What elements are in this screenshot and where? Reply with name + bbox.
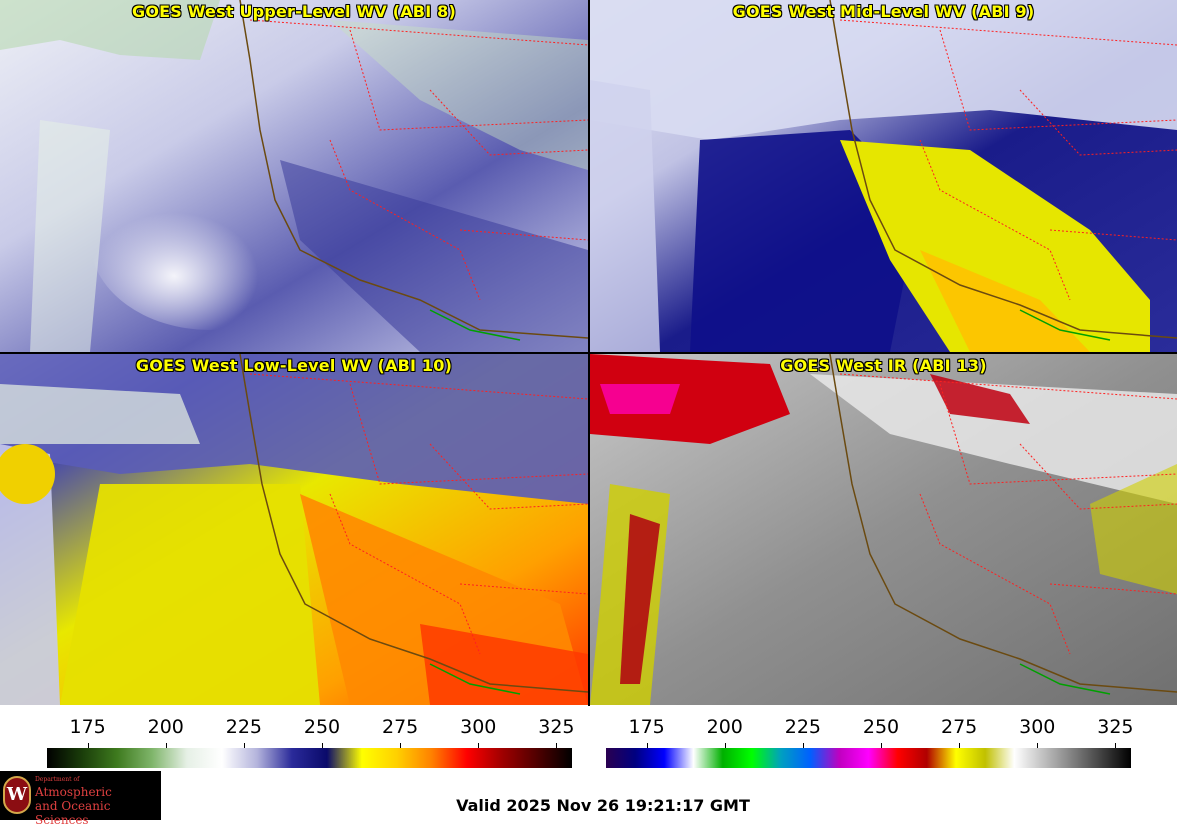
wv-tick-label: 200	[147, 716, 184, 738]
wv-tick-label: 175	[69, 716, 106, 738]
wv-tick-label: 325	[538, 716, 575, 738]
ir-tick-label: 175	[628, 716, 665, 738]
low-level-wv-title: GOES West Low-Level WV (ABI 10)	[135, 356, 453, 375]
wv-colorbar-gradient	[47, 748, 572, 768]
ir-tick-mark	[646, 743, 648, 748]
ir-tick-mark	[1115, 743, 1117, 748]
wv-tick-label: 275	[381, 716, 419, 738]
ir-title: GOES West IR (ABI 13)	[780, 356, 987, 375]
ir-colorbar-gradient	[606, 748, 1131, 768]
wv-tick-mark	[556, 743, 558, 748]
ir-tick-label: 200	[706, 716, 743, 738]
uw-seal-icon: W	[3, 776, 31, 814]
ir-tick-label: 300	[1019, 716, 1056, 738]
logo-line1: Atmospheric	[35, 785, 112, 799]
panel-divider-horizontal	[0, 352, 1177, 354]
ir-colorbar: 175 200 225 250 275 300 325	[606, 712, 1134, 772]
upper-level-wv-panel: GOES West Upper-Level WV (ABI 8)	[0, 0, 588, 352]
wv-tick-mark	[400, 743, 402, 748]
upper-level-wv-title: GOES West Upper-Level WV (ABI 8)	[132, 2, 456, 21]
upper-level-wv-image	[0, 0, 588, 352]
ir-image	[590, 354, 1177, 705]
ir-tick-label: 225	[784, 716, 821, 738]
wv-tick-label: 300	[460, 716, 497, 738]
low-level-wv-image	[0, 354, 588, 705]
wv-colorbar: 175 200 225 250 275 300 325	[47, 712, 575, 772]
wv-tick-mark	[243, 743, 245, 748]
wv-tick-label: 250	[303, 716, 341, 738]
ir-tick-label: 275	[940, 716, 978, 738]
ir-tick-label: 325	[1097, 716, 1134, 738]
wv-tick-label: 225	[225, 716, 262, 738]
ir-tick-mark	[959, 743, 961, 748]
mid-level-wv-title: GOES West Mid-Level WV (ABI 9)	[732, 2, 1035, 21]
valid-time: Valid 2025 Nov 26 19:21:17 GMT	[456, 796, 750, 815]
ir-tick-mark	[802, 743, 804, 748]
low-level-wv-panel: GOES West Low-Level WV (ABI 10)	[0, 354, 588, 705]
ir-tick-mark	[1037, 743, 1039, 748]
wv-tick-mark	[322, 743, 323, 748]
mid-level-wv-image	[590, 0, 1177, 352]
logo-dept-text: Department of	[35, 776, 80, 783]
aos-logo: W Department of Atmospheric and Oceanic …	[0, 771, 161, 827]
wv-tick-mark	[478, 743, 480, 748]
ir-tick-mark	[724, 743, 726, 748]
wv-tick-mark	[87, 743, 89, 748]
ir-tick-mark	[881, 743, 882, 748]
wv-tick-mark	[165, 743, 167, 748]
mid-level-wv-panel: GOES West Mid-Level WV (ABI 9)	[590, 0, 1177, 352]
ir-tick-label: 250	[862, 716, 900, 738]
ir-panel: GOES West IR (ABI 13)	[590, 354, 1177, 705]
